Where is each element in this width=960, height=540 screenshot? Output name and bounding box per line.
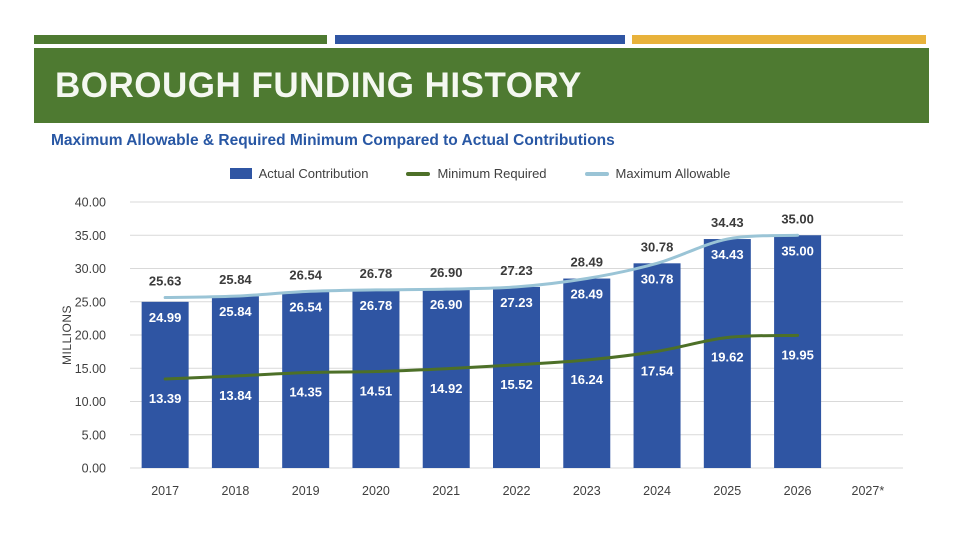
x-axis-label-2025: 2025 <box>713 484 741 498</box>
bar-2017 <box>141 301 189 468</box>
chart-legend: Actual Contribution Minimum Required Maxim… <box>0 166 960 181</box>
accent-stripe-blue <box>335 35 625 44</box>
data-label-actual-contribution: 24.99 <box>149 310 182 325</box>
legend-label: Actual Contribution <box>258 166 369 181</box>
y-axis-tick-label: 10.00 <box>75 395 106 409</box>
y-axis-tick-label: 20.00 <box>75 329 106 343</box>
line-maximum-allowable <box>163 233 800 300</box>
bar-2023 <box>563 278 611 468</box>
y-axis-title: MILLIONS <box>60 305 74 365</box>
data-label-minimum-required: 13.84 <box>219 388 252 403</box>
data-label-maximum-allowable: 25.84 <box>219 272 252 287</box>
bar-2021 <box>422 289 470 468</box>
x-axis-label-2026: 2026 <box>784 484 812 498</box>
x-axis-label-2019: 2019 <box>292 484 320 498</box>
x-axis-label-2027: 2027* <box>852 484 885 498</box>
legend-item-1: Minimum Required <box>406 166 547 181</box>
x-axis-label-2021: 2021 <box>432 484 460 498</box>
data-label-minimum-required: 17.54 <box>641 363 674 378</box>
line-minimum-required <box>163 333 800 381</box>
bar-2022 <box>493 286 540 468</box>
legend-swatch-line <box>406 171 431 176</box>
chart-subtitle: Maximum Allowable & Required Minimum Com… <box>51 132 615 149</box>
data-label-maximum-allowable: 25.63 <box>149 274 182 289</box>
y-axis-tick-label: 25.00 <box>75 295 106 309</box>
accent-stripe-gold <box>632 35 926 44</box>
data-label-minimum-required: 15.52 <box>500 377 533 392</box>
data-label-minimum-required: 14.92 <box>430 381 463 396</box>
bar-2020 <box>352 289 400 468</box>
data-label-maximum-allowable: 28.49 <box>570 255 603 270</box>
y-axis-tick-label: 15.00 <box>75 362 106 376</box>
x-axis-label-2023: 2023 <box>573 484 601 498</box>
data-label-actual-contribution: 27.23 <box>500 295 533 310</box>
legend-item-0: Actual Contribution <box>229 166 369 181</box>
data-label-minimum-required: 16.24 <box>570 372 603 387</box>
data-label-minimum-required: 19.62 <box>711 350 744 365</box>
data-label-maximum-allowable: 34.43 <box>711 215 744 230</box>
y-axis-tick-label: 40.00 <box>75 196 106 210</box>
y-axis-tick-label: 35.00 <box>75 229 106 243</box>
data-label-actual-contribution: 34.43 <box>711 247 744 262</box>
data-label-maximum-allowable: 26.54 <box>289 268 322 283</box>
y-axis-tick-label: 5.00 <box>82 428 106 442</box>
data-label-actual-contribution: 26.54 <box>289 300 322 315</box>
data-label-actual-contribution: 30.78 <box>641 271 674 286</box>
data-label-maximum-allowable: 35.00 <box>781 211 814 226</box>
bar-2018 <box>211 296 259 468</box>
y-axis-tick-label: 30.00 <box>75 262 106 276</box>
x-axis-label-2017: 2017 <box>151 484 179 498</box>
title-banner: BOROUGH FUNDING HISTORY <box>34 48 929 123</box>
x-axis-label-2018: 2018 <box>222 484 250 498</box>
data-label-maximum-allowable: 27.23 <box>500 263 533 278</box>
bar-2019 <box>282 291 330 468</box>
data-label-actual-contribution: 35.00 <box>781 243 814 258</box>
legend-label: Maximum Allowable <box>615 166 731 181</box>
x-axis-label-2022: 2022 <box>503 484 531 498</box>
data-label-minimum-required: 14.35 <box>289 385 322 400</box>
accent-stripe-green <box>34 35 327 44</box>
legend-item-2: Maximum Allowable <box>584 166 731 181</box>
data-label-maximum-allowable: 26.78 <box>360 266 393 281</box>
legend-swatch-bar <box>229 168 252 179</box>
data-label-minimum-required: 13.39 <box>149 391 182 406</box>
bar-2026 <box>774 235 822 468</box>
data-label-actual-contribution: 26.90 <box>430 297 463 312</box>
funding-history-chart: 0.00 5.00 10.00 15.00 20.00 25.00 30.00 35.00 40… <box>60 196 903 498</box>
legend-swatch-line <box>584 171 609 176</box>
data-label-maximum-allowable: 26.90 <box>430 265 463 280</box>
legend-label: Minimum Required <box>437 166 547 181</box>
data-label-actual-contribution: 26.78 <box>360 298 393 313</box>
x-axis-label-2024: 2024 <box>643 484 671 498</box>
data-label-maximum-allowable: 30.78 <box>641 239 674 254</box>
page-title: BOROUGH FUNDING HISTORY <box>55 65 582 105</box>
y-axis-tick-label: 0.00 <box>82 462 106 476</box>
data-label-minimum-required: 19.95 <box>781 347 814 362</box>
data-label-minimum-required: 14.51 <box>360 384 393 399</box>
bar-2024 <box>633 263 681 468</box>
data-label-actual-contribution: 28.49 <box>570 287 603 302</box>
bar-2025 <box>703 239 751 468</box>
data-label-actual-contribution: 25.84 <box>219 304 252 319</box>
x-axis-label-2020: 2020 <box>362 484 390 498</box>
